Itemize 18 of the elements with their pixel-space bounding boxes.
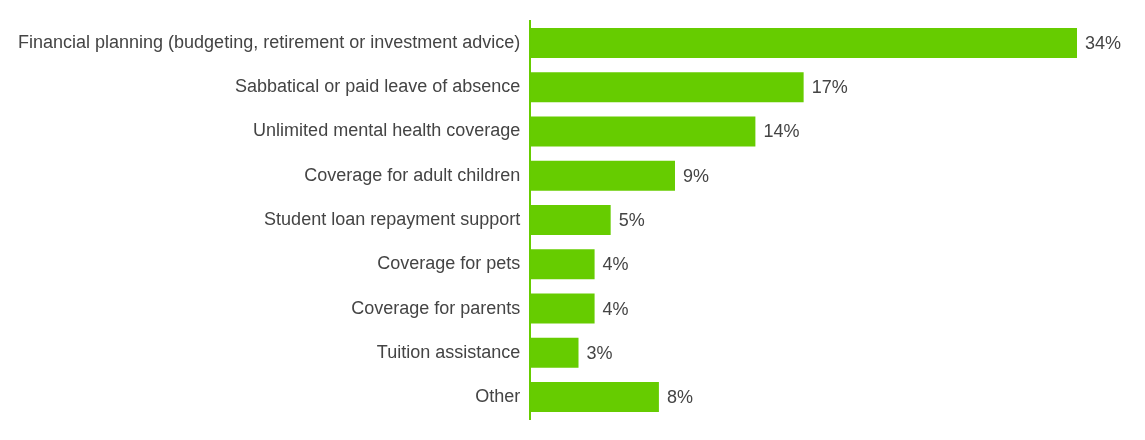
y-tick-label: Coverage for pets	[377, 253, 521, 274]
data-label: 9%	[682, 165, 710, 186]
data-label: 5%	[618, 209, 645, 230]
y-tick-label: Sabbatical or paid leave of absence	[235, 76, 521, 97]
data-label: 4%	[602, 298, 629, 319]
y-tick-label: Student loan repayment support	[264, 208, 521, 229]
data-label: 14%	[763, 121, 800, 142]
y-tick-label: Coverage for adult children	[304, 164, 521, 185]
y-tick-label: Tuition assistance	[376, 341, 521, 362]
y-tick-label: Financial planning (budgeting, retirement or investment advice)	[17, 31, 521, 52]
data-label: 3%	[586, 342, 613, 363]
data-label: 4%	[602, 254, 629, 275]
y-tick-label: Other	[475, 386, 521, 407]
data-label: 17%	[811, 77, 848, 98]
data-label: 34%	[1085, 32, 1122, 53]
y-tick-label: Unlimited mental health coverage	[253, 120, 521, 141]
data-label: 8%	[666, 387, 693, 408]
y-tick-label: Coverage for parents	[351, 297, 521, 318]
